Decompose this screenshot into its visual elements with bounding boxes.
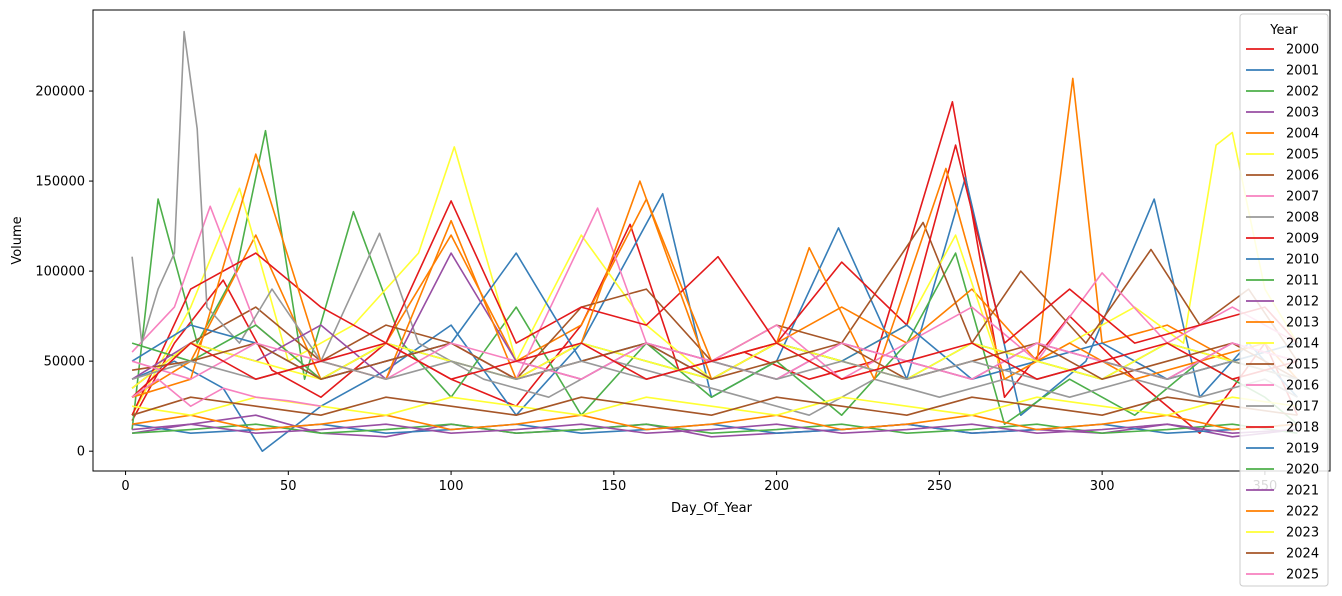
series-line-2006 (131, 221, 1299, 389)
series-line-2025 (131, 378, 322, 408)
y-tick-label: 150000 (35, 175, 85, 190)
legend: Year 20002001200220032004200520062007200… (1239, 13, 1329, 587)
legend-label-2017: 2017 (1286, 400, 1319, 415)
legend-label-2007: 2007 (1286, 190, 1319, 205)
series-line-2008 (131, 30, 1298, 417)
legend-label-2025: 2025 (1286, 568, 1319, 583)
series-line-2007 (131, 205, 1298, 381)
legend-label-2022: 2022 (1286, 505, 1319, 520)
legend-box (1239, 13, 1329, 587)
x-tick-label: 50 (280, 479, 297, 494)
legend-label-2021: 2021 (1286, 484, 1319, 499)
x-tick-label: 100 (439, 479, 464, 494)
legend-label-2019: 2019 (1286, 442, 1319, 457)
series-line-2022 (131, 414, 1298, 431)
legend-label-2016: 2016 (1286, 379, 1319, 394)
y-tick-label: 200000 (35, 85, 85, 100)
series-line-2018 (131, 342, 1298, 398)
series-line-2015 (131, 342, 1298, 381)
plot-lines (131, 30, 1299, 453)
legend-label-2013: 2013 (1286, 316, 1319, 331)
legend-title: Year (1269, 23, 1298, 38)
x-axis: 050100150200250300350 (121, 471, 1277, 494)
legend-label-2004: 2004 (1286, 127, 1319, 142)
series-line-2024 (131, 396, 1298, 417)
series-line-2002 (131, 129, 1298, 430)
legend-label-2014: 2014 (1286, 337, 1319, 352)
y-tick-label: 100000 (35, 265, 85, 280)
x-tick-label: 300 (1090, 479, 1115, 494)
x-tick-label: 250 (927, 479, 952, 494)
legend-label-2020: 2020 (1286, 463, 1319, 478)
legend-label-2010: 2010 (1286, 253, 1319, 268)
legend-label-2008: 2008 (1286, 211, 1319, 226)
legend-label-2002: 2002 (1286, 85, 1319, 100)
legend-label-2018: 2018 (1286, 421, 1319, 436)
series-line-2020 (132, 423, 1298, 435)
legend-label-2012: 2012 (1286, 295, 1319, 310)
x-axis-label: Day_Of_Year (671, 501, 753, 516)
x-tick-label: 200 (764, 479, 789, 494)
series-line-2000 (131, 101, 1299, 435)
legend-label-2023: 2023 (1286, 526, 1319, 541)
x-tick-label: 150 (601, 479, 626, 494)
legend-label-2015: 2015 (1286, 358, 1319, 373)
legend-label-2009: 2009 (1286, 232, 1319, 247)
plot-frame (92, 9, 1331, 472)
legend-label-2005: 2005 (1286, 148, 1319, 163)
x-tick-label: 0 (121, 479, 129, 494)
y-axis-label: Volume (10, 216, 25, 264)
y-tick-label: 0 (77, 445, 85, 460)
y-axis: 0 50000 100000 150000 200000 (35, 85, 93, 460)
legend-label-2011: 2011 (1286, 274, 1319, 289)
series-line-2009 (131, 144, 1298, 416)
y-tick-label: 50000 (44, 355, 85, 370)
legend-label-2003: 2003 (1286, 106, 1319, 121)
legend-label-2024: 2024 (1286, 547, 1319, 562)
legend-items: 2000 2001 2002 2003 2004 2005 2006 2007 2008 2009… (1246, 43, 1319, 583)
legend-label-2000: 2000 (1286, 43, 1319, 58)
series-line-2021 (132, 423, 1298, 435)
legend-label-2001: 2001 (1286, 64, 1319, 79)
legend-label-2006: 2006 (1286, 169, 1319, 184)
